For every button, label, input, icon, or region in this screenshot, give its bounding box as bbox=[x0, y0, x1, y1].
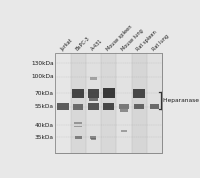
Text: Jurkat: Jurkat bbox=[59, 38, 73, 52]
Bar bbox=[74, 126, 82, 127]
Text: 70kDa: 70kDa bbox=[35, 91, 54, 96]
Bar bbox=[90, 77, 97, 80]
Text: A-431: A-431 bbox=[90, 38, 104, 52]
Bar bbox=[150, 104, 159, 109]
Bar bbox=[132, 53, 147, 153]
Text: 130kDa: 130kDa bbox=[31, 61, 54, 66]
Bar bbox=[147, 53, 162, 153]
Text: 55kDa: 55kDa bbox=[35, 104, 54, 109]
Bar bbox=[75, 136, 82, 138]
Bar bbox=[89, 96, 98, 101]
Bar bbox=[74, 122, 82, 124]
Text: Heparanase 1: Heparanase 1 bbox=[163, 98, 200, 103]
Bar bbox=[121, 130, 127, 132]
Text: Mouse spleen: Mouse spleen bbox=[105, 24, 133, 52]
Bar bbox=[120, 109, 128, 111]
Text: Mouse lung: Mouse lung bbox=[120, 28, 144, 52]
Bar bbox=[73, 104, 83, 110]
Bar bbox=[91, 138, 96, 140]
Bar bbox=[55, 53, 162, 153]
Bar bbox=[57, 103, 69, 110]
Text: BxPC-3: BxPC-3 bbox=[75, 36, 91, 52]
Bar bbox=[101, 53, 116, 153]
Bar bbox=[103, 88, 115, 98]
Bar bbox=[116, 53, 132, 153]
Bar bbox=[90, 136, 96, 138]
Bar bbox=[88, 89, 99, 98]
Text: Rat lung: Rat lung bbox=[151, 33, 169, 52]
Bar bbox=[134, 104, 144, 109]
Bar bbox=[55, 53, 71, 153]
Text: 35kDa: 35kDa bbox=[35, 135, 54, 140]
Bar bbox=[103, 103, 114, 110]
Bar bbox=[55, 53, 162, 153]
Text: 100kDa: 100kDa bbox=[31, 74, 54, 79]
Bar bbox=[72, 89, 84, 98]
Bar bbox=[119, 104, 129, 109]
Bar bbox=[71, 53, 86, 153]
Bar bbox=[88, 103, 99, 110]
Text: 40kDa: 40kDa bbox=[35, 123, 54, 128]
Bar bbox=[133, 89, 145, 98]
Bar bbox=[86, 53, 101, 153]
Text: Rat spleen: Rat spleen bbox=[136, 29, 158, 52]
